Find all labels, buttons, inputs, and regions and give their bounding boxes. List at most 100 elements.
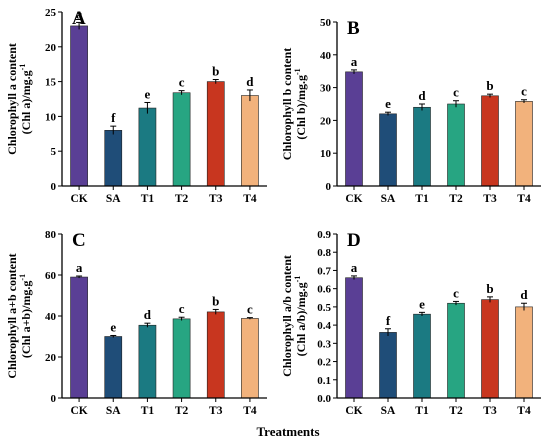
bar-sa — [379, 332, 397, 399]
y-tick-label: 10 — [320, 148, 332, 160]
bar-t3 — [206, 81, 225, 187]
y-tick-label: 0.5 — [317, 302, 331, 314]
bar-t3 — [481, 299, 499, 399]
y-axis-title: Chlorophyll a+b content — [5, 253, 19, 378]
y-tick-label: 20 — [320, 115, 332, 127]
bar-sa — [104, 130, 123, 187]
y-axis-unit-exponent: -1 — [293, 68, 302, 75]
panel-letter: B — [347, 18, 360, 39]
significance-letter: a — [351, 260, 358, 275]
y-tick-label: 0.0 — [317, 393, 331, 405]
panel-d: 0.0 0.1 0.2 0.3 0.4 0.5 0.6 0.7 0.8 0.9 a CK f SA e T1 c… — [280, 229, 541, 417]
panel-letter: C — [72, 230, 86, 251]
significance-letter: b — [212, 293, 219, 308]
y-axis-title: Chlorophyll a/b content — [280, 255, 294, 377]
significance-letter: d — [144, 307, 152, 322]
category-label: T2 — [449, 405, 463, 417]
significance-letter: e — [419, 296, 425, 311]
y-axis-unit: (Chl a+b)/mg.g-1 — [18, 274, 33, 358]
significance-letter: f — [111, 110, 116, 125]
y-axis-unit: (Chl a)/mg.g-1 — [18, 64, 33, 135]
category-label: T3 — [209, 193, 223, 205]
significance-letter: e — [110, 319, 116, 334]
y-axis-unit-exponent: -1 — [293, 276, 302, 283]
panel-letter: D — [347, 230, 361, 251]
y-tick-label: 0 — [51, 393, 57, 405]
category-label: T2 — [175, 193, 189, 205]
category-label: T3 — [483, 405, 497, 417]
category-label: T2 — [449, 193, 463, 205]
x-axis-title: Treatments — [256, 424, 319, 439]
significance-letter: b — [212, 64, 219, 79]
bar-t4 — [515, 101, 533, 187]
significance-letter: d — [520, 287, 528, 302]
significance-letter: b — [486, 78, 493, 93]
significance-letter: e — [145, 86, 151, 101]
y-tick-label: 20 — [45, 352, 57, 364]
panel-b: 0 10 20 30 40 50 a CK e SA d T1 c T2 b T3 c T4 B Chlorophyl… — [280, 17, 541, 205]
category-label: T4 — [243, 193, 257, 205]
bar-t1 — [413, 313, 431, 399]
panel-a: 0 5 10 15 20 25 a CK f SA e T1 c T2 b T3 d T4 A Chlorophyll… — [5, 6, 267, 205]
y-tick-label: 0.2 — [317, 357, 331, 369]
category-label: CK — [70, 405, 87, 417]
y-tick-label: 40 — [45, 311, 57, 323]
significance-letter: c — [179, 301, 185, 316]
y-tick-label: 60 — [45, 270, 57, 282]
bar-t2 — [172, 92, 191, 187]
category-label: SA — [381, 405, 396, 417]
category-label: CK — [70, 193, 87, 205]
bar-sa — [104, 336, 123, 399]
y-tick-label: 0.4 — [317, 320, 331, 332]
y-tick-label: 5 — [51, 146, 57, 158]
bar-sa — [379, 113, 397, 187]
bar-t1 — [138, 324, 157, 399]
y-tick-label: 30 — [320, 83, 332, 95]
significance-letter: c — [521, 84, 527, 99]
category-label: SA — [106, 405, 121, 417]
category-label: T4 — [243, 405, 257, 417]
panel-letter: A — [72, 8, 86, 29]
category-label: T3 — [483, 193, 497, 205]
significance-letter: e — [385, 96, 391, 111]
y-tick-label: 10 — [45, 111, 57, 123]
significance-letter: d — [246, 74, 254, 89]
bar-t1 — [413, 106, 431, 187]
bar-t4 — [241, 95, 259, 187]
bar-t4 — [515, 306, 533, 399]
y-tick-label: 25 — [45, 7, 57, 19]
category-label: T4 — [517, 405, 531, 417]
significance-letter: c — [247, 302, 253, 317]
y-tick-label: 0.9 — [317, 229, 331, 241]
significance-letter: a — [76, 6, 83, 21]
y-tick-label: 0.7 — [317, 265, 331, 277]
y-tick-label: 80 — [45, 229, 57, 241]
category-label: T3 — [209, 405, 223, 417]
y-tick-label: 0.1 — [317, 375, 331, 387]
category-label: SA — [106, 193, 121, 205]
bar-t2 — [447, 302, 465, 399]
bar-ck — [70, 25, 88, 187]
y-axis-unit: (Chl a/b)/mg.g-1 — [293, 276, 308, 357]
bar-t3 — [481, 95, 499, 187]
category-label: CK — [345, 193, 362, 205]
category-label: T2 — [175, 405, 189, 417]
bar-ck — [345, 71, 363, 187]
y-tick-label: 0.6 — [317, 284, 331, 296]
panel-c: 0 20 40 60 80 a CK e SA d T1 c T2 b T3 c T4 C Chlorophyll … — [5, 229, 267, 417]
bar-t1 — [138, 107, 157, 187]
category-label: T1 — [141, 405, 155, 417]
category-label: SA — [381, 193, 396, 205]
significance-letter: b — [486, 281, 493, 296]
y-axis-unit-exponent: -1 — [18, 64, 27, 71]
category-label: T1 — [415, 405, 429, 417]
bar-ck — [70, 276, 88, 399]
y-tick-label: 40 — [320, 50, 332, 62]
y-tick-label: 0.3 — [317, 338, 331, 350]
significance-letter: c — [453, 85, 459, 100]
y-axis-title: Chlorophyll b content — [280, 48, 294, 160]
y-tick-label: 50 — [320, 17, 332, 29]
y-tick-label: 20 — [45, 42, 57, 54]
y-tick-label: 15 — [45, 77, 57, 89]
